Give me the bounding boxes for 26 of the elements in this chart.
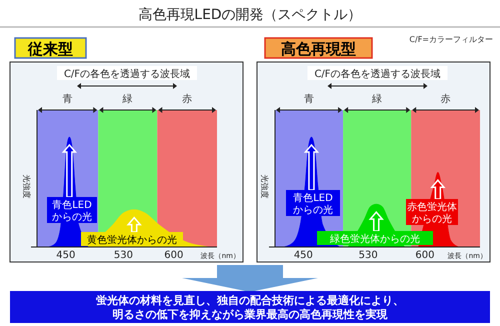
y-axis-title: 光強度 xyxy=(260,174,269,198)
band-label: 緑 xyxy=(122,94,133,105)
chart-title: 従来型 xyxy=(27,40,73,58)
x-tick-label: 600 xyxy=(164,250,184,261)
band-label: 青 xyxy=(304,93,314,105)
x-tick-label: 530 xyxy=(114,250,133,261)
band-label: 青 xyxy=(62,93,73,105)
text: 蛍光体の材料を見直し、独自の配合技術による最適化により、 xyxy=(96,294,404,307)
x-tick-label: 450 xyxy=(294,250,313,261)
chart-title: 高色再現型 xyxy=(281,40,356,58)
annotation: 青色LEDからの光 xyxy=(293,192,334,216)
annotation: 黄色蛍光体からの光 xyxy=(87,234,177,246)
text: C/F=カラーフィルター xyxy=(409,35,493,44)
x-tick-label: 600 xyxy=(415,250,434,261)
x-tick-label: 450 xyxy=(56,250,76,261)
x-tick-label: 530 xyxy=(358,250,378,261)
text: 高色再現LEDの開発（スペクトル） xyxy=(138,7,362,23)
annotation: 青色LEDからの光 xyxy=(52,199,92,223)
band-label: 緑 xyxy=(371,94,382,105)
text: C/Fの各色を透過する波長域 xyxy=(64,68,190,80)
y-axis-title: 光強度 xyxy=(22,174,31,198)
text: 明るさの低下を抑えながら業界最高の高色再現性を実現 xyxy=(112,308,388,321)
band-label: 赤 xyxy=(440,93,451,105)
annotation: 緑色蛍光体からの光 xyxy=(329,233,420,245)
band-label: 赤 xyxy=(182,93,192,105)
text: C/Fの各色を透過する波長域 xyxy=(314,68,441,80)
